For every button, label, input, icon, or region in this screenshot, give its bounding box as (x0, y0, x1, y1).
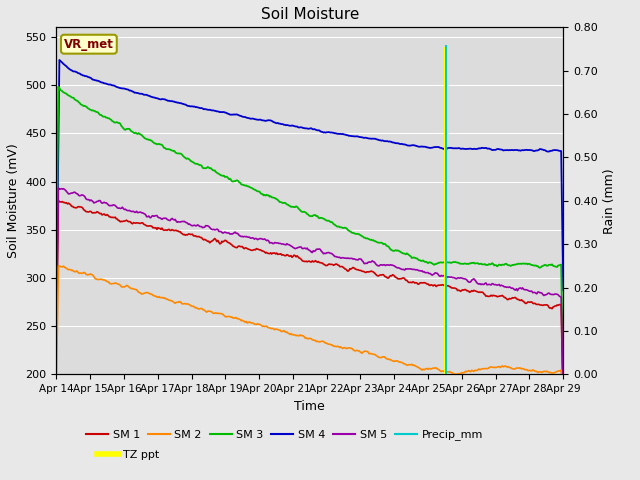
Text: VR_met: VR_met (64, 38, 114, 51)
X-axis label: Time: Time (294, 400, 325, 413)
Y-axis label: Rain (mm): Rain (mm) (604, 168, 616, 234)
Y-axis label: Soil Moisture (mV): Soil Moisture (mV) (7, 144, 20, 258)
Title: Soil Moisture: Soil Moisture (260, 7, 359, 22)
Bar (445, 45, 447, 374)
Bar (444, 47, 446, 374)
Legend: TZ ppt: TZ ppt (92, 446, 164, 465)
